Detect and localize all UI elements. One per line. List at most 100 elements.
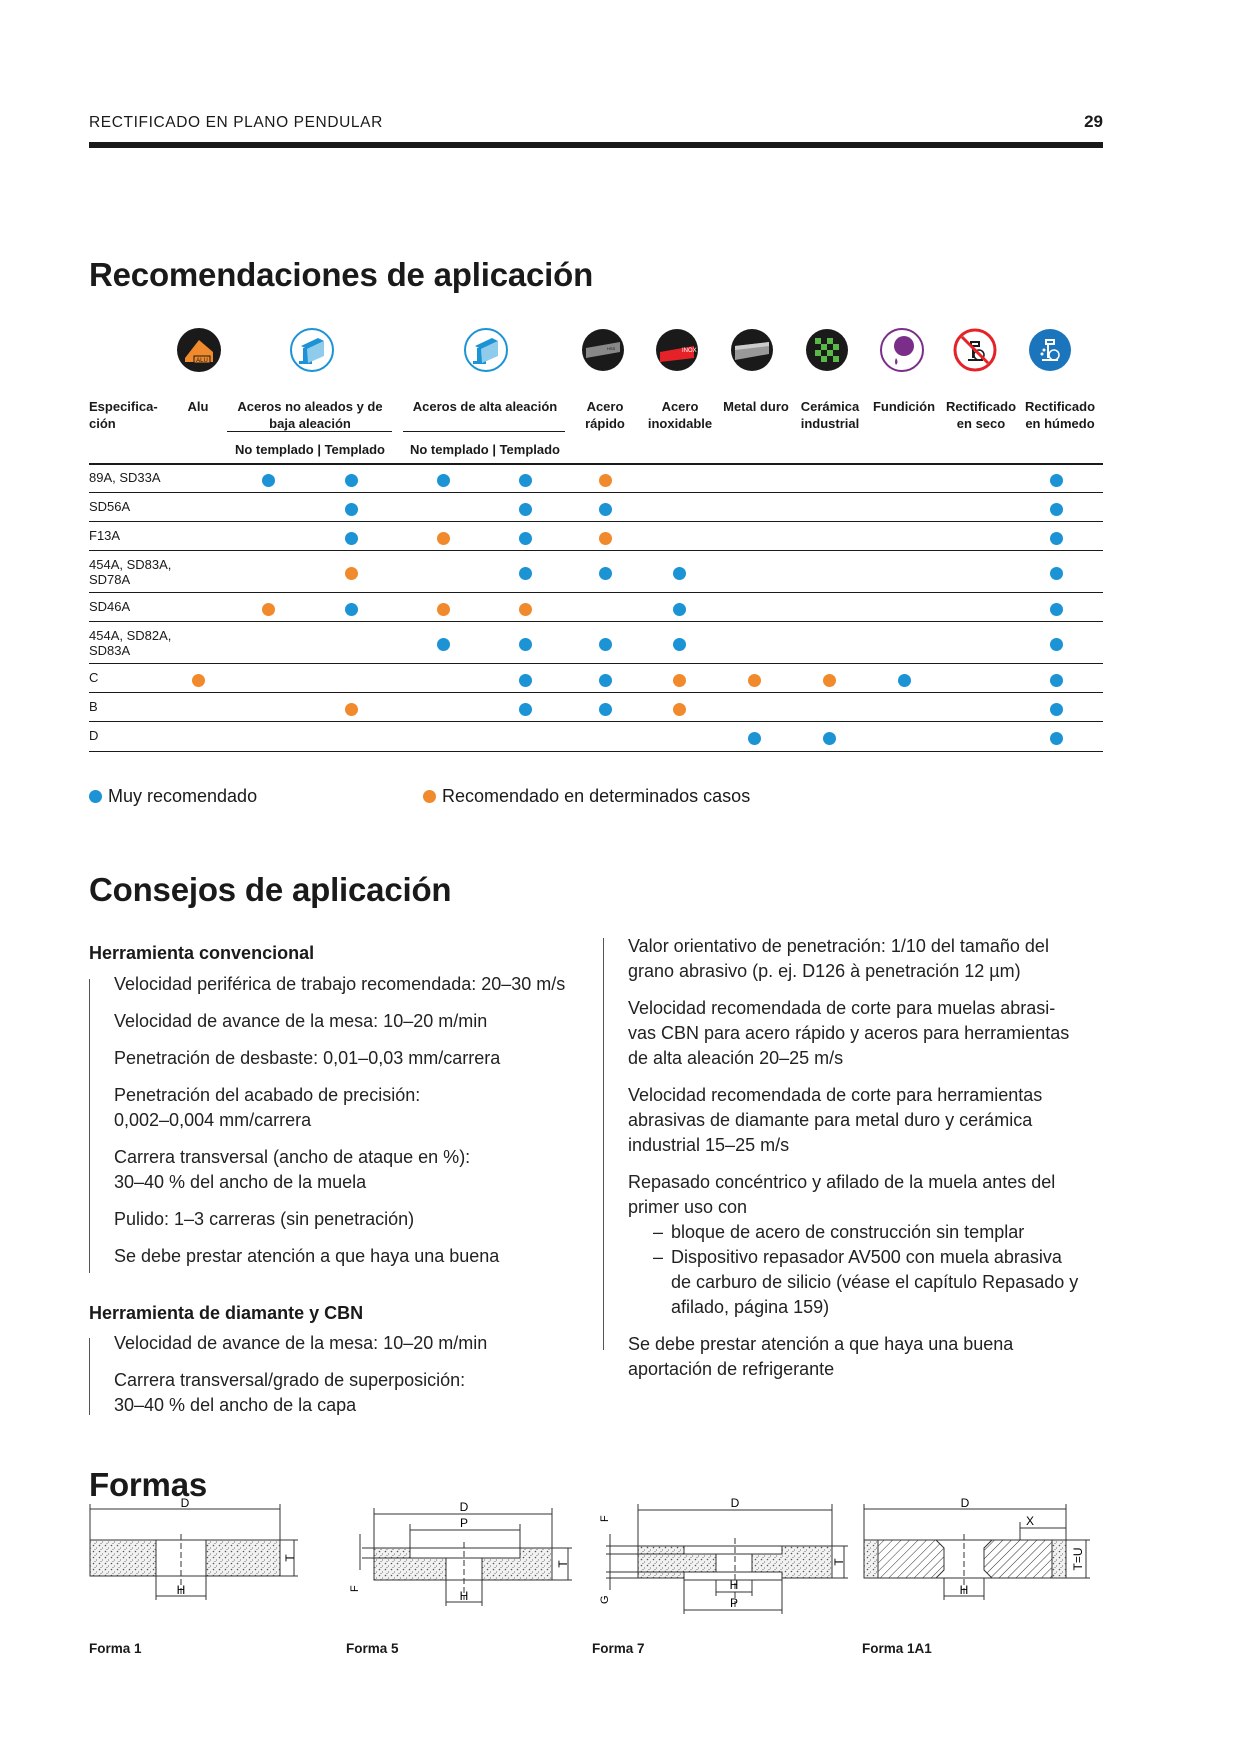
conditional-dot — [673, 702, 686, 716]
forma-1-diagram: D H T — [89, 1496, 298, 1600]
forma-5-diagram: D P H F T — [349, 1500, 572, 1606]
forma-5-label: Forma 5 — [346, 1641, 399, 1656]
table-rule — [89, 663, 1103, 664]
advice-line: Penetración del acabado de precisión: — [114, 1085, 421, 1105]
recommended-dot — [262, 473, 275, 487]
advice-item: Penetración del acabado de precisión: 0,0… — [89, 1083, 589, 1133]
conditional-dot — [519, 602, 532, 616]
dim-P: P — [460, 1516, 468, 1530]
row-spec-line: SD83A — [89, 643, 131, 658]
conditional-dot — [345, 702, 358, 716]
recommended-dot — [437, 638, 450, 651]
advice-line: afilado, página 159) — [671, 1297, 830, 1317]
advice-line: Velocidad recomendada de corte para muel… — [628, 998, 1056, 1018]
row-spec-label: D — [89, 728, 98, 743]
advice-line: Velocidad periférica de trabajo recomend… — [114, 974, 566, 994]
running-header: RECTIFICADO EN PLANO PENDULAR — [89, 114, 383, 131]
row-spec-label: F13A — [89, 528, 120, 543]
dim-G: G — [599, 1595, 611, 1604]
page-number: 29 — [1084, 112, 1103, 131]
advice-line: Pulido: 1–3 carreras (sin penetración) — [114, 1209, 415, 1229]
row-spec-line: SD78A — [89, 572, 131, 587]
conditional-dot — [599, 531, 612, 545]
conditional-dot — [437, 602, 450, 616]
alu-icon: ALU — [177, 328, 221, 372]
recommended-dot — [519, 567, 532, 580]
column-header-dry: Rectificado en seco — [945, 399, 1017, 431]
advice-line: Velocidad recomendada de corte para herr… — [628, 1085, 1043, 1105]
svg-text:INOX: INOX — [682, 348, 697, 354]
recommended-dot — [673, 638, 686, 651]
row-spec-line: 454A, SD82A, — [89, 628, 172, 643]
row-spec-label: 89A, SD33A — [89, 470, 161, 485]
advice-line: abrasivas de diamante para metal duro y … — [628, 1110, 1033, 1130]
advice-line: Velocidad de avance de la mesa: 10–20 m/… — [114, 1333, 488, 1353]
recommended-dot — [437, 473, 450, 487]
recommended-dot — [599, 638, 612, 651]
recommended-dot — [345, 602, 358, 616]
advice-item: Carrera transversal/grado de superposici… — [89, 1368, 589, 1418]
recommended-dot — [1050, 502, 1063, 516]
dim-P: P — [730, 1596, 738, 1610]
row-spec-label: 454A, SD82A, SD83A — [89, 628, 171, 658]
recommended-dot — [345, 531, 358, 545]
recommended-dot — [1050, 473, 1063, 487]
row-spec-line: SD56A — [89, 499, 131, 514]
header-rule — [89, 142, 1103, 148]
advice-line: 30–40 % del ancho de la capa — [114, 1395, 357, 1415]
conditional-dot — [345, 567, 358, 580]
recommended-dot — [599, 673, 612, 687]
dim-D: D — [181, 1496, 190, 1510]
svg-text:HSS: HSS — [607, 346, 616, 351]
table-rule — [89, 521, 1103, 522]
right-advice-list: Valor orientativo de penetración: 1/10 d… — [603, 934, 1113, 1394]
row-spec-line: 454A, SD83A, — [89, 557, 172, 572]
row-spec-label: 454A, SD83A, SD78A — [89, 557, 171, 587]
conditional-dot — [748, 673, 761, 687]
ceramic-icon — [805, 328, 849, 372]
advice-item: Velocidad de avance de la mesa: 10–20 m/… — [89, 1331, 589, 1356]
advice-line: Penetración de desbaste: 0,01–0,03 mm/ca… — [114, 1048, 501, 1068]
legend-blue-dot — [89, 790, 102, 803]
table-rule — [89, 463, 1103, 465]
conditional-dot — [192, 673, 205, 687]
advice-line: Velocidad de avance de la mesa: 10–20 m/… — [114, 1011, 488, 1031]
column-header-hss: Acero rápido — [585, 399, 625, 431]
row-spec-line: C — [89, 670, 99, 685]
legend-orange-dot — [423, 790, 436, 803]
recommended-dot — [1050, 731, 1063, 745]
advice-line: 30–40 % del ancho de la muela — [114, 1172, 367, 1192]
recommended-dot — [519, 473, 532, 487]
recommended-dot — [519, 531, 532, 545]
subsection-conventional: Herramienta convencional — [89, 943, 315, 963]
recommended-dot — [519, 702, 532, 716]
row-spec-label: B — [89, 699, 98, 714]
recommended-dot — [519, 638, 532, 651]
table-rule — [89, 492, 1103, 493]
advice-line: de alta aleación 20–25 m/s — [628, 1048, 844, 1068]
conditional-dot — [262, 602, 275, 616]
column-header-ceramic: Cerámica industrial — [800, 399, 860, 431]
legend-label: Recomendado en determinados casos — [442, 786, 751, 806]
forma-1a1-diagram: D X H T=U — [863, 1496, 1090, 1600]
row-spec-line: B — [89, 699, 98, 714]
conditional-dot — [823, 673, 836, 687]
recommended-dot — [345, 502, 358, 516]
recommended-dot — [1050, 638, 1063, 651]
advice-line: grano abrasivo (p. ej. D126 à penetració… — [628, 961, 1021, 981]
row-spec-line: SD46A — [89, 599, 131, 614]
advice-line: Se debe prestar atención a que haya una … — [114, 1246, 500, 1266]
recommended-dot — [599, 502, 612, 516]
advice-line: 0,002–0,004 mm/carrera — [114, 1110, 312, 1130]
recommended-dot — [673, 567, 686, 580]
advice-line: aportación de refrigerante — [628, 1359, 835, 1379]
recommended-dot — [1050, 531, 1063, 545]
coolant-icon — [1028, 328, 1072, 372]
table-rule — [89, 721, 1103, 722]
advice-line: Repasado concéntrico y afilado de la mue… — [628, 1172, 1056, 1192]
recommended-dot — [599, 567, 612, 580]
legend-recommended-some-cases: Recomendado en determinados casos — [423, 786, 750, 807]
advice-item: Se debe prestar atención a que haya una … — [603, 1332, 1113, 1382]
row-spec-label: SD46A — [89, 599, 130, 614]
table-rule — [89, 592, 1103, 593]
